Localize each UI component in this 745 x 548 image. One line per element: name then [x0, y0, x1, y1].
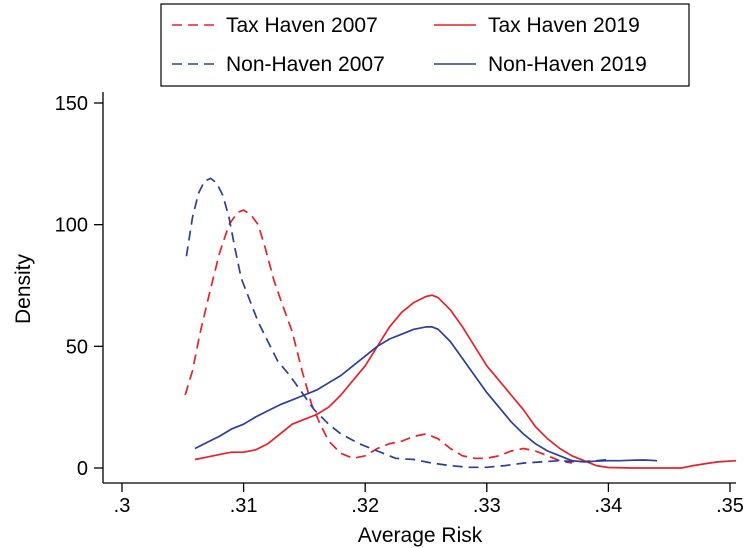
x-tick-label-32: .32: [351, 495, 379, 517]
x-axis-title: Average Risk: [358, 524, 483, 547]
x-tick-label-33: .33: [473, 495, 501, 517]
series-line-non-haven-2019: [194, 326, 658, 463]
x-tick-label-34: .34: [594, 495, 622, 517]
legend-label-tax-haven-2019: Tax Haven 2019: [488, 14, 640, 37]
series-line-tax-haven-2007: [184, 209, 573, 464]
axes: .3 .31 .32 .33 .34 .35 0 50 100 150 Average Risk…: [12, 92, 744, 547]
series-line-non-haven-2007: [185, 177, 609, 469]
series-lines: [184, 177, 737, 469]
x-tick-label-3: .3: [114, 495, 131, 517]
legend-label-non-haven-2019: Non-Haven 2019: [488, 53, 647, 76]
y-tick-label-100: 100: [55, 215, 88, 237]
x-tick-label-35: .35: [716, 495, 744, 517]
y-tick-label-0: 0: [77, 458, 88, 480]
y-tick-label-150: 150: [55, 93, 88, 115]
y-axis-title: Density: [12, 253, 35, 324]
series-line-tax-haven-2019: [194, 294, 737, 469]
legend-box: [160, 3, 690, 87]
legend: Tax Haven 2007 Non-Haven 2007 Tax Haven …: [160, 3, 690, 87]
legend-label-non-haven-2007: Non-Haven 2007: [226, 53, 385, 76]
y-tick-label-50: 50: [66, 336, 88, 358]
legend-label-tax-haven-2007: Tax Haven 2007: [226, 14, 378, 37]
x-tick-label-31: .31: [230, 495, 258, 517]
